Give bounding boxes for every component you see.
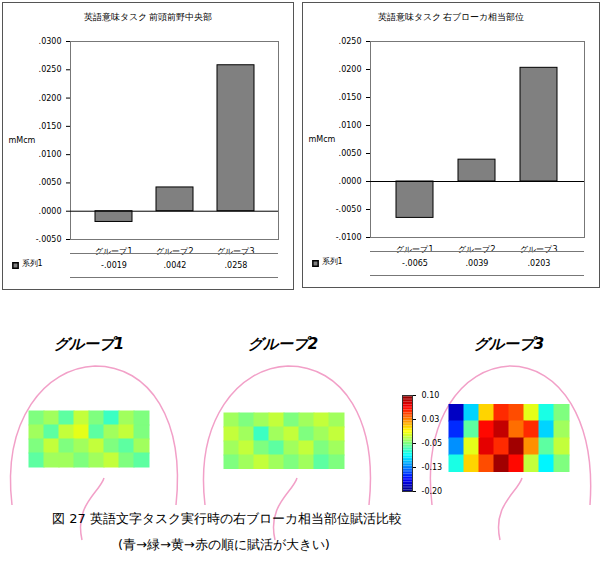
- html-text:英語意味タスク 前頭前野中央部: 英語意味タスク 前頭前野中央部: [83, 12, 213, 22]
- svg-text:系列1: 系列1: [322, 257, 343, 266]
- svg-text:.0042: .0042: [164, 261, 187, 270]
- svg-text:.0200: .0200: [339, 65, 362, 74]
- svg-text:グループ2: グループ2: [156, 247, 193, 256]
- svg-text:-0.20: -0.20: [422, 487, 443, 496]
- svg-text:.0150: .0150: [339, 93, 362, 102]
- svg-text:.0150: .0150: [39, 122, 62, 131]
- svg-text:.0200: .0200: [39, 94, 62, 103]
- html-text:グループ1: グループ1: [53, 335, 125, 353]
- svg-text:グループ3: グループ3: [217, 247, 254, 256]
- svg-text:-.0019: -.0019: [101, 261, 127, 270]
- svg-text:mMcm: mMcm: [9, 136, 36, 145]
- svg-text:.0258: .0258: [225, 261, 248, 270]
- svg-text:.0250: .0250: [39, 65, 62, 74]
- svg-text:グループ1: グループ1: [396, 245, 433, 254]
- svg-text:.0039: .0039: [466, 259, 489, 268]
- svg-text:.0000: .0000: [339, 177, 362, 186]
- svg-text:系列1: 系列1: [22, 259, 43, 268]
- svg-text:.0100: .0100: [339, 121, 362, 130]
- svg-text:.0000: .0000: [39, 207, 62, 216]
- svg-text:.0203: .0203: [528, 259, 551, 268]
- html-text:英語意味タスク 右ブローカ相当部位: 英語意味タスク 右ブローカ相当部位: [377, 12, 525, 22]
- svg-text:0.10: 0.10: [422, 391, 440, 400]
- svg-text:-0.13: -0.13: [422, 463, 443, 472]
- svg-text:-0.05: -0.05: [422, 439, 443, 448]
- svg-text:グループ2: グループ2: [458, 245, 495, 254]
- svg-text:.0100: .0100: [39, 150, 62, 159]
- svg-text:グループ3: グループ3: [520, 245, 557, 254]
- svg-text:.0250: .0250: [339, 37, 362, 46]
- svg-text:-.0100: -.0100: [336, 233, 362, 242]
- svg-text:-.0050: -.0050: [336, 205, 362, 214]
- svg-text:グループ1: グループ1: [95, 247, 132, 256]
- svg-text:-.0050: -.0050: [36, 235, 62, 244]
- svg-text:-.0065: -.0065: [402, 259, 428, 268]
- html-text:グループ3: グループ3: [473, 335, 545, 353]
- html-text:図 27 英語文字タスク実行時の右ブローカ相当部位賦活比較: 図 27 英語文字タスク実行時の右ブローカ相当部位賦活比較: [52, 511, 402, 526]
- svg-text:mMcm: mMcm: [309, 135, 336, 144]
- svg-text:.0050: .0050: [39, 178, 62, 187]
- svg-text:.0050: .0050: [339, 149, 362, 158]
- html-text:グループ2: グループ2: [247, 335, 319, 353]
- html-text:(青→緑→黄→赤の順に賦活が大きい): (青→緑→黄→赤の順に賦活が大きい): [118, 537, 330, 552]
- svg-text:.0300: .0300: [39, 37, 62, 46]
- svg-text:0.03: 0.03: [422, 415, 440, 424]
